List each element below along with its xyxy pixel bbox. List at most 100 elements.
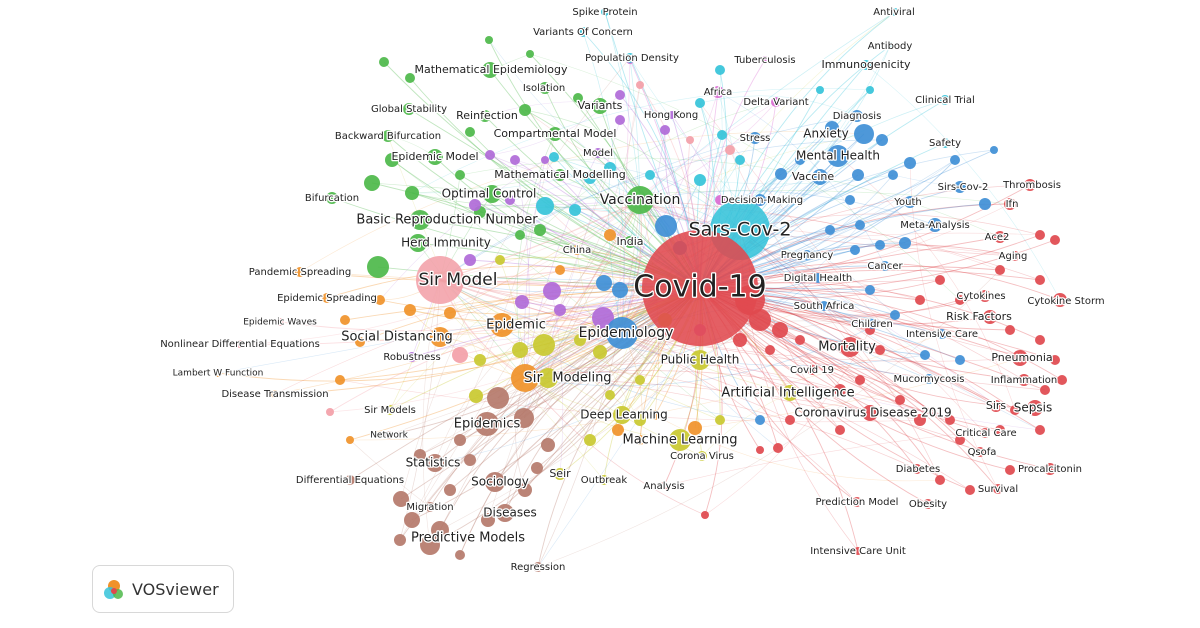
- node[interactable]: [322, 293, 332, 303]
- term-label[interactable]: Modeling: [551, 369, 613, 387]
- term-label[interactable]: Predictive Models: [410, 529, 527, 547]
- node[interactable]: [980, 428, 990, 438]
- term-label[interactable]: Isolation: [522, 82, 567, 96]
- term-label[interactable]: Survival: [977, 483, 1020, 497]
- term-label[interactable]: Analysis: [642, 480, 686, 494]
- term-label[interactable]: Thrombosis: [1001, 179, 1062, 193]
- node[interactable]: [807, 365, 817, 375]
- node[interactable]: [533, 562, 543, 572]
- node[interactable]: [937, 329, 947, 339]
- node[interactable]: [599, 475, 609, 485]
- term-label[interactable]: Decision-Making: [720, 194, 805, 208]
- term-label[interactable]: Intensive Care: [905, 328, 980, 342]
- term-label[interactable]: Herd Immunity: [400, 234, 492, 251]
- term-label[interactable]: Reinfection: [455, 108, 519, 124]
- node[interactable]: [904, 196, 916, 208]
- term-label[interactable]: Children: [850, 318, 894, 332]
- node[interactable]: [1024, 179, 1036, 191]
- node[interactable]: [214, 369, 222, 377]
- node[interactable]: [1018, 374, 1030, 386]
- term-label[interactable]: Vaccination: [598, 191, 681, 210]
- term-label[interactable]: Tuberculosis: [732, 54, 797, 68]
- term-label[interactable]: Nonlinear Differential Equations: [159, 338, 321, 352]
- node[interactable]: [427, 149, 443, 165]
- node[interactable]: [295, 267, 305, 277]
- node[interactable]: [712, 86, 724, 98]
- node[interactable]: [626, 186, 654, 214]
- term-label[interactable]: Ace2: [983, 231, 1010, 245]
- node[interactable]: [511, 364, 539, 392]
- node[interactable]: [880, 261, 890, 271]
- node[interactable]: [994, 231, 1006, 243]
- node[interactable]: [771, 97, 781, 107]
- node[interactable]: [912, 464, 922, 474]
- term-label[interactable]: Critical Care: [954, 427, 1018, 441]
- node[interactable]: [983, 310, 997, 324]
- node[interactable]: [385, 431, 393, 439]
- node[interactable]: [496, 504, 514, 522]
- node[interactable]: [827, 145, 849, 167]
- term-label[interactable]: Population Density: [584, 52, 680, 66]
- term-label[interactable]: Mathematical Modelling: [493, 167, 627, 183]
- node[interactable]: [861, 60, 871, 70]
- term-label[interactable]: Pneumonia: [990, 350, 1054, 366]
- node[interactable]: [924, 374, 934, 384]
- node[interactable]: [538, 368, 558, 388]
- term-label[interactable]: Sociology: [470, 473, 530, 490]
- term-label[interactable]: Inflammation: [990, 374, 1059, 388]
- node[interactable]: [802, 250, 812, 260]
- term-label[interactable]: Epidemic Model: [390, 149, 480, 165]
- node[interactable]: [416, 256, 464, 304]
- node[interactable]: [430, 327, 450, 347]
- term-label[interactable]: Machine Learning: [621, 431, 739, 449]
- term-label[interactable]: Intensive Care Unit: [809, 545, 907, 559]
- term-label[interactable]: Migration: [405, 501, 455, 515]
- term-label[interactable]: Seir: [548, 466, 572, 482]
- node[interactable]: [592, 98, 608, 114]
- node[interactable]: [754, 194, 766, 206]
- node[interactable]: [993, 484, 1003, 494]
- term-label[interactable]: Coronavirus Disease 2019: [793, 404, 953, 421]
- node[interactable]: [891, 8, 899, 16]
- node[interactable]: [403, 103, 415, 115]
- node[interactable]: [554, 468, 566, 480]
- node[interactable]: [940, 95, 950, 105]
- node[interactable]: [854, 547, 862, 555]
- node[interactable]: [690, 350, 710, 370]
- node[interactable]: [409, 234, 427, 252]
- node[interactable]: [1027, 400, 1043, 416]
- node[interactable]: [1053, 293, 1067, 307]
- term-label[interactable]: Mathematical Epidemiology: [413, 62, 569, 78]
- term-label[interactable]: Differential Equations: [295, 474, 406, 488]
- term-label[interactable]: Sir Models: [363, 404, 417, 418]
- node[interactable]: [668, 111, 676, 119]
- term-label[interactable]: Statistics: [404, 454, 461, 471]
- node[interactable]: [975, 447, 985, 457]
- term-label[interactable]: Diagnosis: [831, 110, 882, 124]
- node[interactable]: [554, 169, 566, 181]
- term-label[interactable]: Lambert W Function: [171, 367, 264, 380]
- node[interactable]: [1004, 198, 1016, 210]
- node[interactable]: [606, 317, 638, 349]
- term-label[interactable]: Regression: [509, 561, 566, 575]
- term-label[interactable]: Backward Bifurcation: [334, 130, 443, 144]
- term-label[interactable]: Robustness: [382, 351, 442, 365]
- node[interactable]: [276, 318, 284, 326]
- node[interactable]: [490, 313, 514, 337]
- node[interactable]: [819, 301, 829, 311]
- node[interactable]: [548, 127, 562, 141]
- node[interactable]: [867, 319, 877, 329]
- term-label[interactable]: Compartmental Model: [492, 126, 617, 142]
- term-label[interactable]: Procalcitonin: [1017, 463, 1084, 477]
- term-label[interactable]: South Africa: [792, 300, 855, 314]
- term-label[interactable]: Pregnancy: [780, 249, 835, 263]
- node[interactable]: [979, 290, 991, 302]
- node[interactable]: [601, 8, 609, 16]
- term-label[interactable]: Disease Transmission: [220, 388, 330, 402]
- term-label[interactable]: Deep Learning: [579, 406, 669, 423]
- node[interactable]: [425, 502, 435, 512]
- term-label[interactable]: Anxiety: [802, 125, 850, 142]
- node[interactable]: [812, 169, 828, 185]
- term-label[interactable]: Immunogenicity: [820, 57, 912, 73]
- node[interactable]: [851, 110, 863, 122]
